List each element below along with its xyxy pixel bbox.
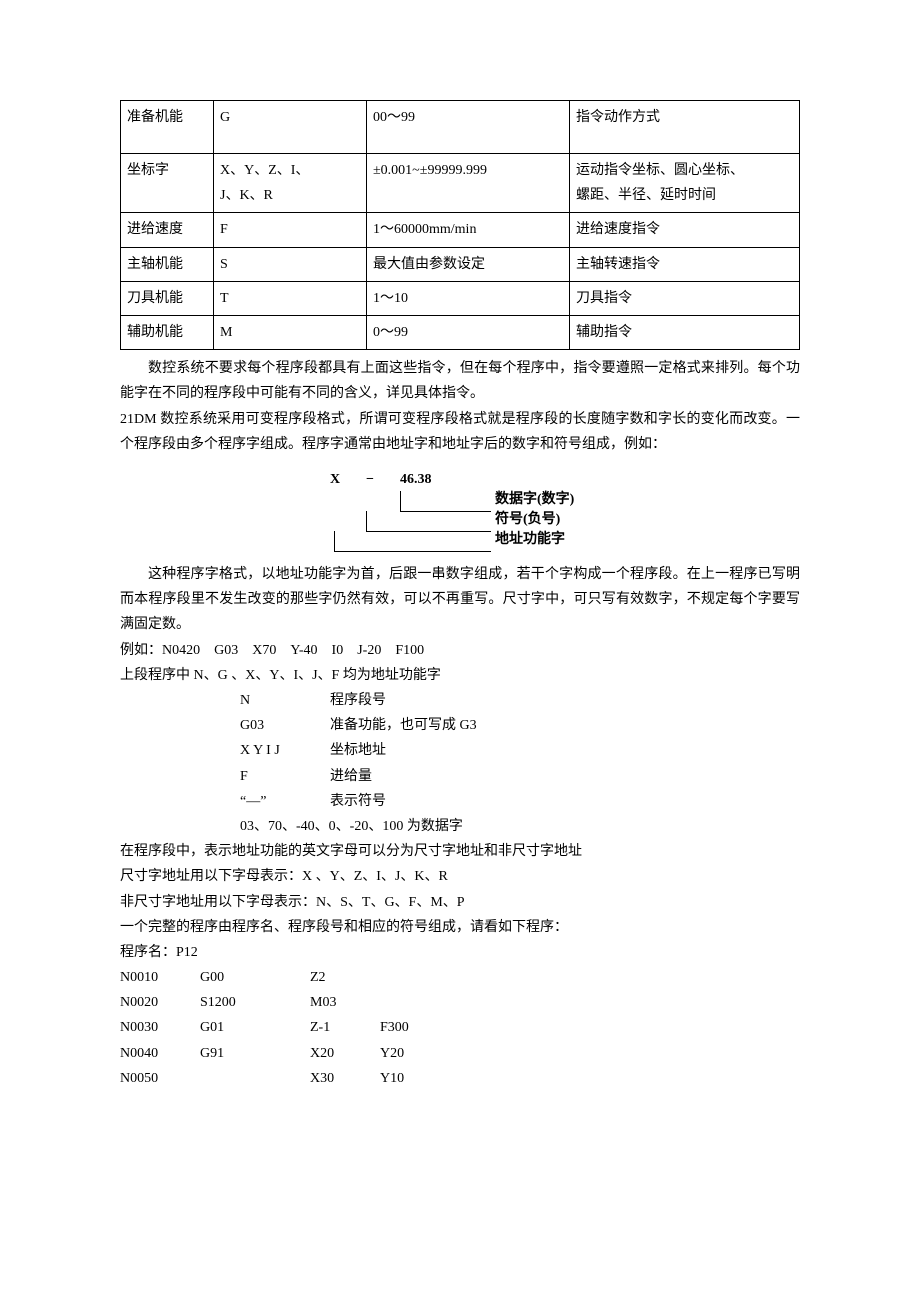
program-cell: Y20: [380, 1041, 450, 1066]
spec-table: 准备机能G00～99指令动作方式坐标字X、Y、Z、I、 J、K、R±0.001~…: [120, 100, 800, 350]
table-cell: 1～60000mm/min: [367, 213, 570, 247]
table-cell: 00～99: [367, 101, 570, 154]
program-row: N0030G01Z-1F300: [120, 1015, 800, 1040]
table-cell: 辅助机能: [121, 315, 214, 349]
line-d: 一个完整的程序由程序名、程序段号和相应的符号组成，请看如下程序：: [120, 915, 800, 940]
definition-row: G03准备功能，也可写成 G3: [240, 713, 800, 738]
page: 准备机能G00～99指令动作方式坐标字X、Y、Z、I、 J、K、R±0.001~…: [0, 0, 920, 1302]
table-row: 准备机能G00～99指令动作方式: [121, 101, 800, 154]
definition-value: 准备功能，也可写成 G3: [330, 713, 477, 738]
line-a: 在程序段中，表示地址功能的英文字母可以分为尺寸字地址和非尺寸字地址: [120, 839, 800, 864]
prog-name-line: 程序名：P12: [120, 940, 800, 965]
table-cell: 主轴转速指令: [570, 247, 800, 281]
program-cell: [380, 990, 450, 1015]
table-cell: 0～99: [367, 315, 570, 349]
definition-row: X Y I J坐标地址: [240, 738, 800, 763]
table-cell: M: [214, 315, 367, 349]
definitions-tail: 03、70、-40、0、-20、100 为数据字: [240, 814, 800, 839]
definition-row: N程序段号: [240, 688, 800, 713]
table-cell: G: [214, 101, 367, 154]
program-cell: X30: [310, 1066, 380, 1091]
table-cell: X、Y、Z、I、 J、K、R: [214, 154, 367, 213]
program-row: N0010G00Z2: [120, 965, 800, 990]
diagram-label-addr: 地址功能字: [491, 527, 565, 552]
definition-value: 程序段号: [330, 688, 386, 713]
paragraph-3: 这种程序字格式，以地址功能字为首，后跟一串数字组成，若干个字构成一个程序段。在上…: [120, 562, 800, 638]
table-cell: 进给速度指令: [570, 213, 800, 247]
table-row: 主轴机能S最大值由参数设定主轴转速指令: [121, 247, 800, 281]
program-cell: G91: [200, 1041, 310, 1066]
diagram-sign: −: [366, 467, 400, 492]
table-cell: 最大值由参数设定: [367, 247, 570, 281]
definition-value: 坐标地址: [330, 738, 386, 763]
table-cell: 坐标字: [121, 154, 214, 213]
definitions-block: N程序段号G03准备功能，也可写成 G3X Y I J坐标地址F进给量“—”表示…: [240, 688, 800, 814]
definition-value: 进给量: [330, 764, 372, 789]
program-cell: Z2: [310, 965, 380, 990]
program-cell: X20: [310, 1041, 380, 1066]
program-block: N0010G00Z2N0020S1200M03N0030G01Z-1F300N0…: [120, 965, 800, 1091]
line-b: 尺寸字地址用以下字母表示：X 、Y、Z、I、J、K、R: [120, 864, 800, 889]
program-cell: N0040: [120, 1041, 200, 1066]
table-cell: 准备机能: [121, 101, 214, 154]
table-cell: 进给速度: [121, 213, 214, 247]
program-cell: Z-1: [310, 1015, 380, 1040]
table-cell: 运动指令坐标、圆心坐标、 螺距、半径、延时时间: [570, 154, 800, 213]
table-cell: F: [214, 213, 367, 247]
table-cell: ±0.001~±99999.999: [367, 154, 570, 213]
table-cell: S: [214, 247, 367, 281]
program-cell: F300: [380, 1015, 450, 1040]
definition-key: “—”: [240, 789, 330, 814]
program-row: N0050 X30Y10: [120, 1066, 800, 1091]
table-row: 辅助机能M0～99辅助指令: [121, 315, 800, 349]
table-cell: 主轴机能: [121, 247, 214, 281]
paragraph-1: 数控系统不要求每个程序段都具有上面这些指令，但在每个程序中，指令要遵照一定格式来…: [120, 356, 800, 406]
definition-key: N: [240, 688, 330, 713]
table-row: 进给速度F1～60000mm/min进给速度指令: [121, 213, 800, 247]
table-cell: 刀具机能: [121, 281, 214, 315]
table-cell: 指令动作方式: [570, 101, 800, 154]
program-row: N0020S1200M03: [120, 990, 800, 1015]
example-line-1: 例如：N0420 G03 X70 Y-40 I0 J-20 F100: [120, 638, 800, 663]
paragraph-2: 21DM 数控系统采用可变程序段格式，所谓可变程序段格式就是程序段的长度随字数和…: [120, 407, 800, 457]
table-cell: 辅助指令: [570, 315, 800, 349]
table-cell: T: [214, 281, 367, 315]
program-cell: [200, 1066, 310, 1091]
definition-key: X Y I J: [240, 738, 330, 763]
program-cell: N0030: [120, 1015, 200, 1040]
program-cell: S1200: [200, 990, 310, 1015]
program-cell: N0010: [120, 965, 200, 990]
table-cell: 刀具指令: [570, 281, 800, 315]
program-cell: M03: [310, 990, 380, 1015]
program-cell: Y10: [380, 1066, 450, 1091]
program-cell: G00: [200, 965, 310, 990]
table-row: 坐标字X、Y、Z、I、 J、K、R±0.001~±99999.999运动指令坐标…: [121, 154, 800, 213]
definition-key: F: [240, 764, 330, 789]
program-cell: N0020: [120, 990, 200, 1015]
program-cell: G01: [200, 1015, 310, 1040]
definition-row: “—”表示符号: [240, 789, 800, 814]
program-row: N0040G91X20Y20: [120, 1041, 800, 1066]
example-line-2: 上段程序中 N、G 、X、Y、I、J、F 均为地址功能字: [120, 663, 800, 688]
definition-row: F进给量: [240, 764, 800, 789]
diagram-number: 46.38: [400, 467, 470, 492]
program-cell: [380, 965, 450, 990]
table-row: 刀具机能T1～10刀具指令: [121, 281, 800, 315]
program-cell: N0050: [120, 1066, 200, 1091]
word-structure-diagram: X − 46.38 数据字(数字) 符号(负号) 地址功能字: [330, 467, 590, 552]
line-c: 非尺寸字地址用以下字母表示：N、S、T、G、F、M、P: [120, 890, 800, 915]
table-cell: 1～10: [367, 281, 570, 315]
definition-value: 表示符号: [330, 789, 386, 814]
definition-key: G03: [240, 713, 330, 738]
diagram-x: X: [330, 467, 366, 492]
